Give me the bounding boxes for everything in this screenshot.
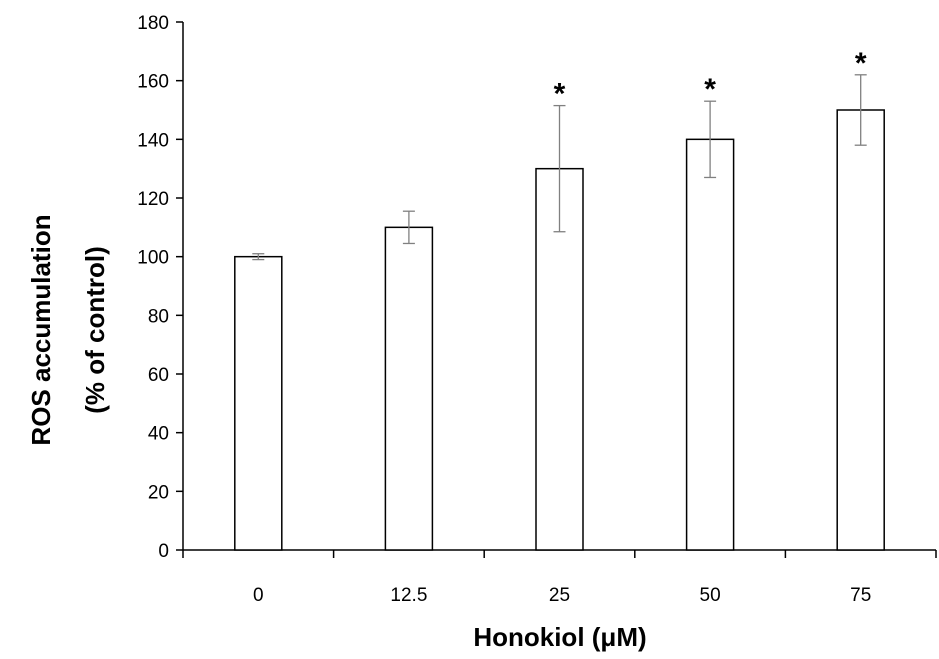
significance-marks: * * * <box>554 47 867 111</box>
y-tick-label: 120 <box>137 189 169 210</box>
y-axis-title: ROS accumulation (% of control) <box>26 214 110 445</box>
x-axis: 0 12.5 25 50 75 <box>182 549 937 606</box>
bar <box>384 226 434 551</box>
y-tick-label: 20 <box>148 482 169 503</box>
x-tick-label: 50 <box>700 585 721 606</box>
x-tick-label: 25 <box>549 585 570 606</box>
bar <box>836 109 885 551</box>
y-tick-label: 160 <box>137 72 169 93</box>
x-axis-title: Honokiol (μM) <box>473 622 646 652</box>
y-tick-label: 180 <box>137 13 169 34</box>
y-axis-title-line-1: ROS accumulation <box>26 214 56 445</box>
y-tick-label: 100 <box>137 248 169 269</box>
bar <box>685 138 735 551</box>
x-tick-label: 75 <box>850 585 871 606</box>
y-tick-label: 0 <box>158 541 169 562</box>
x-tick-label: 12.5 <box>390 585 427 606</box>
bars <box>234 109 885 551</box>
significance-asterisk: * <box>554 78 566 111</box>
y-axis-title-line-2: (% of control) <box>80 246 110 414</box>
y-tick-label: 60 <box>148 365 169 386</box>
y-tick-label: 80 <box>148 306 169 327</box>
error-bars <box>252 74 867 261</box>
x-tick-label: 0 <box>253 585 264 606</box>
bar <box>234 255 283 551</box>
y-axis: 0 20 40 60 80 100 120 140 160 180 <box>137 13 184 562</box>
significance-asterisk: * <box>704 73 716 106</box>
significance-asterisk: * <box>855 47 867 80</box>
y-tick-label: 140 <box>137 130 169 151</box>
y-tick-label: 40 <box>148 424 169 445</box>
